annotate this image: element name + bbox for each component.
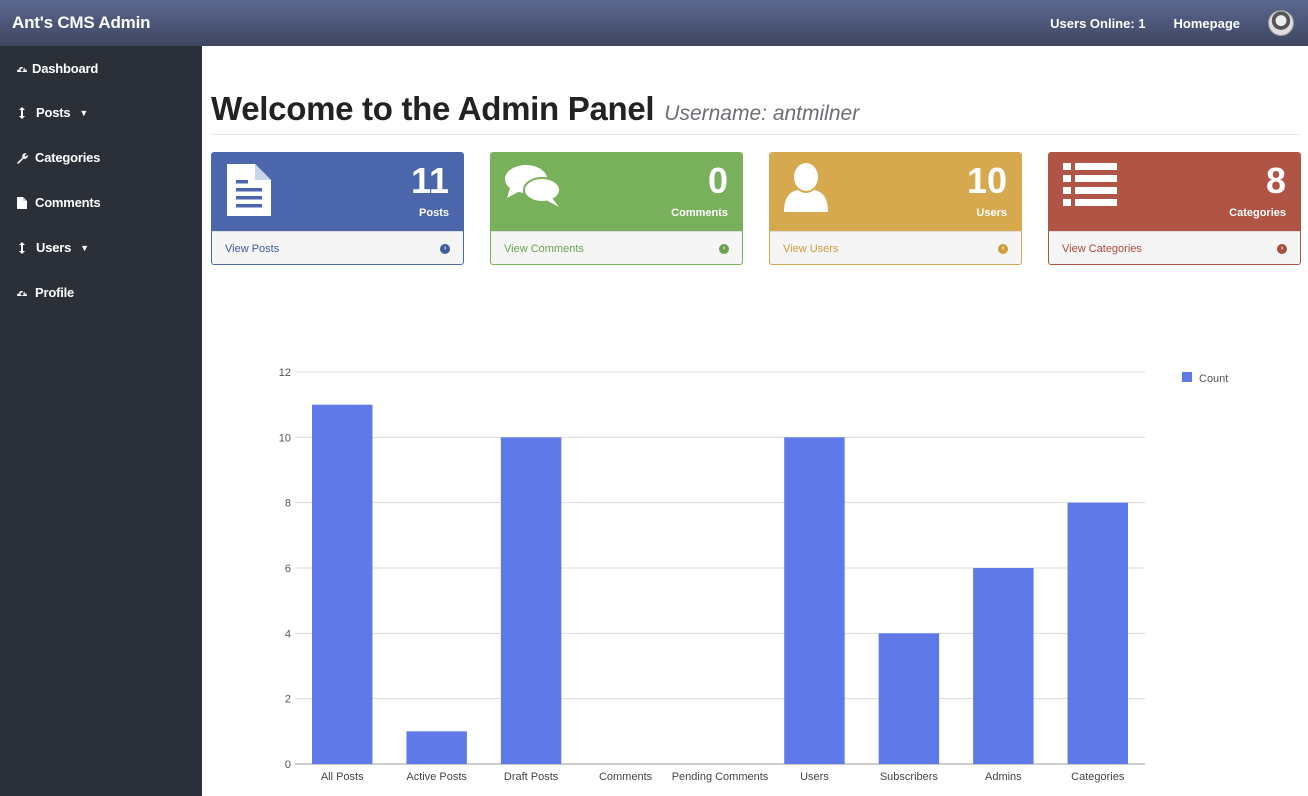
- sidebar-item-comments[interactable]: Comments: [0, 180, 202, 225]
- view-comments-text: View Comments: [504, 242, 584, 255]
- categories-label: Categories: [1229, 207, 1286, 219]
- bar: [500, 437, 562, 764]
- categories-count: 8: [1265, 160, 1286, 201]
- arrow-right-circle-icon: ›: [719, 243, 729, 254]
- sort-arrows-icon: [15, 241, 29, 254]
- posts-panel: 11 Posts View Posts ›: [211, 152, 464, 265]
- bar: [1067, 502, 1128, 764]
- y-tick-label: 10: [279, 432, 291, 444]
- list-icon: [1062, 162, 1118, 213]
- top-navbar: Ant's CMS Admin Users Online: 1 Homepage: [0, 0, 1308, 46]
- comments-panel: 0 Comments View Comments ›: [490, 152, 743, 265]
- counts-bar-chart: 0 2 4 6 8 10 12 All Posts Active Posts Draft Post…: [279, 367, 1229, 783]
- sidebar-item-label: Dashboard: [32, 60, 99, 76]
- comments-icon: [504, 162, 562, 215]
- main-content: Welcome to the Admin Panel Username: ant…: [202, 46, 1308, 796]
- view-posts-link[interactable]: View Posts ›: [212, 231, 463, 264]
- wrench-icon: [15, 152, 29, 164]
- panel-head: 11 Posts: [212, 153, 463, 231]
- view-categories-text: View Categories: [1062, 242, 1142, 255]
- caret-down-icon: ▼: [80, 242, 89, 253]
- x-tick-label: Active Posts: [406, 771, 467, 783]
- sidebar-item-profile[interactable]: Profile: [0, 270, 202, 315]
- file-icon: [15, 196, 29, 209]
- sidebar-item-label: Categories: [35, 150, 101, 165]
- document-icon: [225, 162, 273, 223]
- brand-link[interactable]: Ant's CMS Admin: [12, 13, 151, 32]
- user-icon: [783, 162, 829, 219]
- y-tick-label: 4: [285, 628, 291, 640]
- posts-label: Posts: [419, 207, 449, 219]
- top-nav-right: Users Online: 1 Homepage: [1050, 10, 1294, 36]
- panel-head: 8 Categories: [1049, 153, 1300, 231]
- legend-label: Count: [1199, 373, 1228, 385]
- panel-head: 10 Users: [770, 153, 1021, 231]
- sidebar-item-posts[interactable]: Posts ▼: [0, 90, 202, 135]
- sidebar-item-label: Comments: [35, 195, 101, 210]
- y-tick-label: 8: [285, 498, 291, 510]
- homepage-link[interactable]: Homepage: [1173, 15, 1240, 31]
- x-tick-label: Users: [800, 771, 829, 783]
- page-subtitle: Username: antmilner: [664, 102, 860, 125]
- view-categories-link[interactable]: View Categories ›: [1049, 231, 1300, 264]
- arrow-right-circle-icon: ›: [1277, 243, 1287, 254]
- y-tick-label: 0: [285, 759, 291, 771]
- comments-count: 0: [707, 160, 728, 201]
- x-tick-label: Admins: [985, 771, 1022, 783]
- sidebar-item-users[interactable]: Users ▼: [0, 225, 202, 270]
- panel-head: 0 Comments: [491, 153, 742, 231]
- sidebar-item-label: Profile: [35, 285, 75, 300]
- users-count: 10: [966, 160, 1007, 201]
- x-tick-label: Draft Posts: [504, 771, 559, 783]
- caret-down-icon: ▼: [79, 107, 89, 118]
- dashboard-icon: [15, 287, 29, 298]
- arrow-right-circle-icon: ›: [998, 243, 1008, 254]
- arrow-right-circle-icon: ›: [440, 243, 450, 254]
- page-header: Welcome to the Admin Panel Username: ant…: [211, 90, 1300, 135]
- sidebar-item-categories[interactable]: Categories: [0, 135, 202, 180]
- x-tick-label: All Posts: [321, 771, 364, 783]
- y-tick-label: 6: [285, 563, 291, 575]
- dashboard-icon: [15, 63, 29, 74]
- posts-count: 11: [410, 160, 449, 201]
- bar: [973, 568, 1034, 764]
- bar: [406, 731, 467, 764]
- bar: [312, 404, 373, 764]
- sidebar: Dashboard Posts ▼ Categories Comments Us…: [0, 46, 202, 796]
- users-label: Users: [976, 207, 1007, 219]
- sidebar-item-label: Users: [36, 240, 72, 255]
- sort-arrows-icon: [15, 106, 29, 119]
- sidebar-item-label: Posts: [36, 105, 71, 120]
- view-posts-text: View Posts: [225, 242, 280, 255]
- page-title: Welcome to the Admin Panel: [211, 90, 655, 127]
- y-tick-label: 12: [279, 367, 291, 379]
- sidebar-item-dashboard[interactable]: Dashboard: [0, 46, 202, 90]
- users-panel: 10 Users View Users ›: [769, 152, 1022, 265]
- y-tick-label: 2: [285, 694, 291, 706]
- comments-label: Comments: [671, 207, 728, 219]
- x-tick-label: Categories: [1071, 771, 1125, 783]
- bar: [878, 633, 940, 764]
- view-users-link[interactable]: View Users ›: [770, 231, 1021, 264]
- x-tick-label: Subscribers: [880, 771, 939, 783]
- categories-panel: 8 Categories View Categories ›: [1048, 152, 1301, 265]
- users-online-link[interactable]: Users Online: 1: [1050, 15, 1146, 31]
- x-tick-label: Comments: [599, 771, 653, 783]
- avatar[interactable]: [1268, 10, 1294, 36]
- view-users-text: View Users: [783, 242, 839, 255]
- x-tick-label: Pending Comments: [672, 771, 769, 783]
- legend-swatch: [1182, 372, 1192, 382]
- view-comments-link[interactable]: View Comments ›: [491, 231, 742, 264]
- bar: [784, 437, 845, 764]
